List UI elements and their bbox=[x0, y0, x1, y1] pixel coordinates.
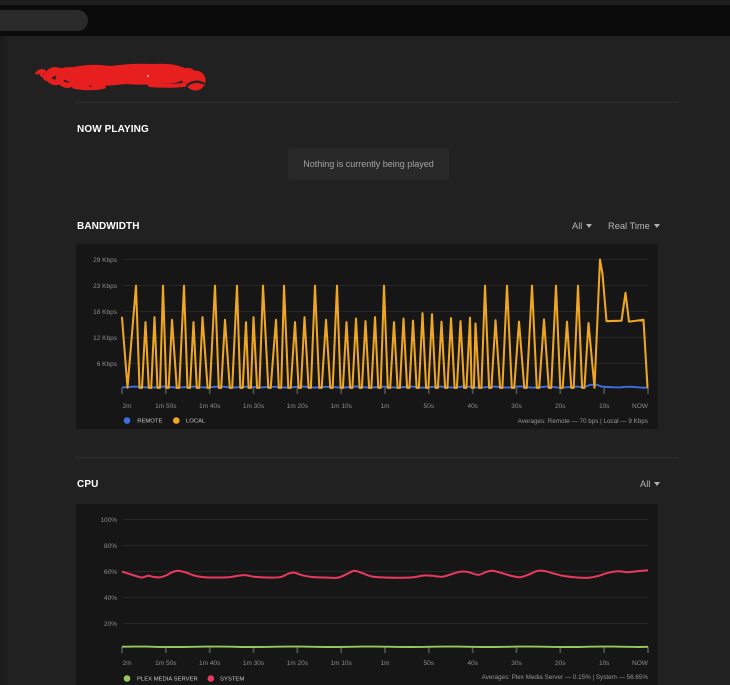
svg-text:1m 50s: 1m 50s bbox=[155, 403, 177, 410]
svg-text:20s: 20s bbox=[555, 403, 566, 410]
svg-text:NOW: NOW bbox=[632, 403, 649, 410]
svg-text:1m: 1m bbox=[380, 403, 389, 410]
svg-text:23 Kbps: 23 Kbps bbox=[93, 283, 118, 290]
svg-text:30s: 30s bbox=[511, 403, 522, 410]
svg-text:50s: 50s bbox=[424, 660, 435, 667]
svg-text:1m 40s: 1m 40s bbox=[199, 660, 221, 667]
svg-text:1m 50s: 1m 50s bbox=[155, 660, 177, 667]
svg-text:20%: 20% bbox=[104, 621, 117, 628]
svg-text:40%: 40% bbox=[104, 595, 117, 602]
svg-text:10s: 10s bbox=[599, 660, 610, 667]
svg-text:29 Kbps: 29 Kbps bbox=[93, 257, 118, 264]
svg-text:1m 30s: 1m 30s bbox=[243, 660, 265, 667]
svg-text:1m 40s: 1m 40s bbox=[199, 403, 221, 410]
svg-text:2m: 2m bbox=[122, 660, 131, 667]
svg-text:PLEX MEDIA SERVER: PLEX MEDIA SERVER bbox=[137, 677, 198, 683]
svg-text:40s: 40s bbox=[467, 403, 478, 410]
svg-text:Averages: Remote — 70 bps | Lo: Averages: Remote — 70 bps | Local — 9 Kb… bbox=[518, 418, 648, 425]
svg-text:18 Kbps: 18 Kbps bbox=[93, 309, 118, 316]
svg-text:2m: 2m bbox=[122, 403, 131, 410]
svg-text:50s: 50s bbox=[424, 403, 435, 410]
svg-text:20s: 20s bbox=[555, 660, 566, 667]
svg-text:6 Kbps: 6 Kbps bbox=[97, 361, 118, 368]
svg-text:1m 10s: 1m 10s bbox=[331, 403, 353, 410]
svg-text:SYSTEM: SYSTEM bbox=[220, 677, 244, 683]
svg-text:60%: 60% bbox=[104, 569, 117, 576]
svg-text:1m 20s: 1m 20s bbox=[287, 403, 309, 410]
svg-text:LOCAL: LOCAL bbox=[186, 419, 206, 425]
svg-text:NOW: NOW bbox=[632, 660, 649, 667]
svg-text:1m 20s: 1m 20s bbox=[287, 660, 309, 667]
svg-text:REMOTE: REMOTE bbox=[137, 419, 162, 425]
svg-text:10s: 10s bbox=[599, 403, 610, 410]
svg-text:Averages: Plex Media Server —: Averages: Plex Media Server — 0.15% | Sy… bbox=[482, 674, 649, 681]
svg-text:1m 30s: 1m 30s bbox=[243, 403, 265, 410]
svg-text:30s: 30s bbox=[511, 660, 522, 667]
svg-text:40s: 40s bbox=[467, 660, 478, 667]
svg-text:12 Kbps: 12 Kbps bbox=[93, 335, 118, 342]
svg-text:1m: 1m bbox=[380, 660, 389, 667]
svg-text:80%: 80% bbox=[104, 543, 117, 550]
svg-text:1m 10s: 1m 10s bbox=[331, 660, 353, 667]
svg-text:100%: 100% bbox=[100, 517, 117, 524]
